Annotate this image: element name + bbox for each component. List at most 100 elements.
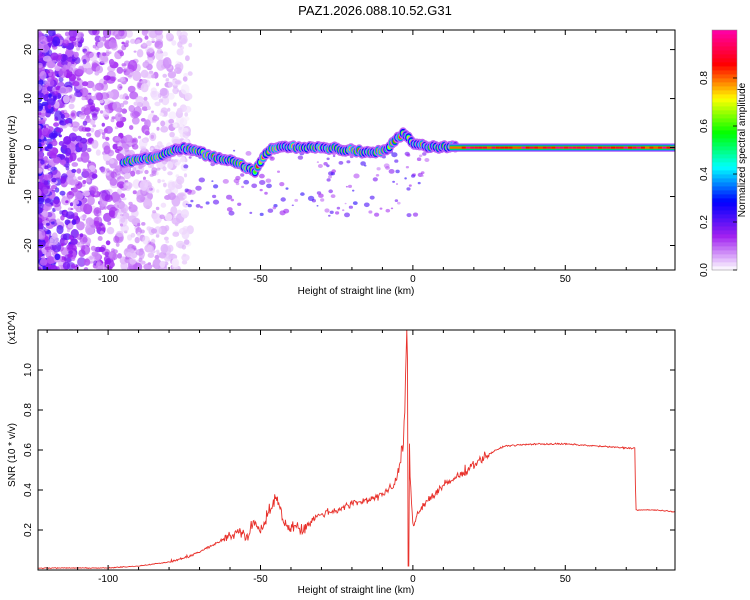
spectrogram-noise-cell bbox=[83, 258, 91, 266]
spectrogram-noise-cell bbox=[86, 80, 95, 89]
spectrogram-noise-cell bbox=[141, 30, 148, 36]
spectrogram-noise-cell bbox=[170, 206, 178, 216]
spectrogram-noise-cell bbox=[172, 159, 181, 166]
spectrogram-noise-cell bbox=[328, 175, 332, 179]
spectrogram-noise-cell bbox=[125, 95, 130, 100]
spectrogram-noise-cell bbox=[38, 119, 41, 126]
colorbar-segment bbox=[712, 122, 737, 127]
spectrogram-noise-cell bbox=[60, 176, 66, 184]
colorbar-segment bbox=[712, 222, 737, 227]
snr-y-tick-label: 0.8 bbox=[23, 403, 34, 417]
spectrogram-noise-cell bbox=[348, 205, 353, 209]
spectrogram-noise-cell bbox=[132, 139, 137, 143]
spectrogram-noise-cell bbox=[199, 206, 203, 209]
spectrogram-noise-cell bbox=[167, 71, 177, 79]
colorbar-segment bbox=[712, 62, 737, 67]
spectrogram-ridge-cell bbox=[598, 146, 603, 149]
spectrogram-noise-cell bbox=[40, 159, 45, 165]
colorbar-segment bbox=[712, 98, 737, 103]
spectrogram-noise-cell bbox=[123, 134, 133, 143]
spectrogram-noise-cell bbox=[91, 251, 99, 257]
spectrogram-noise-cell bbox=[60, 215, 65, 221]
spectrogram-noise-cell bbox=[51, 87, 56, 92]
spectrogram-noise-cell bbox=[346, 160, 351, 164]
spectrogram-noise-cell bbox=[98, 37, 104, 41]
spectrogram-noise-cell bbox=[421, 174, 424, 177]
spectrogram-noise-cell bbox=[82, 58, 87, 65]
spectrogram-x-label: Height of straight line (km) bbox=[298, 286, 415, 297]
spectrogram-noise-cell bbox=[49, 244, 58, 251]
spectrogram-ridge-cell bbox=[640, 146, 645, 149]
spectrogram-ridge-cell bbox=[487, 146, 492, 149]
spectrogram-noise-cell bbox=[128, 105, 135, 112]
spectrogram-noise-cell bbox=[135, 39, 141, 44]
chart-title: PAZ1.2026.088.10.52.G31 bbox=[298, 3, 452, 18]
spectrogram-noise-cell bbox=[183, 239, 190, 245]
spectrogram-noise-cell bbox=[180, 84, 190, 95]
spectrogram-ridge-cell bbox=[593, 146, 598, 149]
spectrogram-noise-cell bbox=[140, 260, 146, 265]
spectrogram-noise-cell bbox=[136, 49, 144, 58]
spectrogram-noise-cell bbox=[87, 196, 95, 206]
spectrogram-noise-cell bbox=[60, 114, 65, 120]
spectrogram-noise-cell bbox=[84, 223, 90, 227]
spectrogram-noise-cell bbox=[42, 55, 52, 62]
spectrogram-noise-cell bbox=[97, 128, 104, 134]
spectrogram-marks bbox=[38, 30, 675, 270]
spectrogram-noise-cell bbox=[150, 147, 154, 151]
spectrogram-noise-cell bbox=[150, 90, 161, 101]
spectrogram-noise-cell bbox=[116, 120, 124, 128]
spectrogram-noise-cell bbox=[152, 210, 157, 214]
spectrogram-noise-cell bbox=[95, 261, 104, 270]
spectrogram-noise-cell bbox=[265, 178, 272, 183]
colorbar-segment bbox=[712, 138, 737, 143]
spectrogram-noise-cell bbox=[336, 206, 341, 210]
spectrogram-noise-cell bbox=[60, 53, 67, 62]
spectrogram-ridge-cell bbox=[564, 146, 569, 149]
spectrogram-ridge-cell bbox=[619, 146, 624, 149]
spectrogram-noise-cell bbox=[125, 183, 130, 186]
colorbar-segment bbox=[712, 214, 737, 219]
spectrogram-noise-cell bbox=[129, 91, 139, 100]
spectrogram-noise-cell bbox=[143, 263, 153, 270]
spectrogram-noise-cell bbox=[316, 205, 319, 207]
spectrogram-noise-cell bbox=[53, 156, 61, 164]
snr-x-tick-label: -100 bbox=[98, 574, 118, 585]
spectrogram-noise-cell bbox=[404, 177, 407, 180]
spectrogram-noise-cell bbox=[147, 51, 151, 55]
spectrogram-noise-cell bbox=[182, 76, 188, 82]
spectrogram-noise-cell bbox=[115, 242, 120, 247]
spectrogram-noise-cell bbox=[83, 107, 91, 116]
spectrogram-noise-cell bbox=[82, 190, 91, 197]
spectrogram-noise-cell bbox=[101, 122, 106, 127]
spectrogram-noise-cell bbox=[46, 60, 56, 69]
spectrogram-noise-cell bbox=[300, 192, 305, 196]
spectrogram-noise-cell bbox=[422, 152, 427, 156]
spectrogram-noise-cell bbox=[41, 248, 47, 255]
spectrogram-noise-cell bbox=[87, 160, 91, 164]
spectrogram-noise-cell bbox=[59, 118, 68, 126]
spectrogram-noise-cell bbox=[73, 179, 79, 185]
spectrogram-ridge-cell bbox=[559, 146, 564, 149]
spectrogram-noise-cell bbox=[240, 173, 245, 177]
spectrogram-noise-cell bbox=[67, 194, 73, 200]
spectrogram-noise-cell bbox=[424, 158, 430, 162]
spectrogram-ridge-cell bbox=[576, 146, 581, 149]
spectrogram-noise-cell bbox=[121, 143, 127, 148]
spectrogram-noise-cell bbox=[83, 203, 93, 215]
spectrogram-ridge-cell bbox=[534, 146, 539, 149]
spectrogram-y-tick-label: 20 bbox=[23, 44, 34, 56]
spectrogram-noise-cell bbox=[259, 173, 265, 179]
spectrogram-noise-cell bbox=[150, 228, 158, 234]
spectrogram-noise-cell bbox=[89, 255, 94, 260]
spectrogram-noise-cell bbox=[104, 259, 112, 265]
spectrogram-noise-cell bbox=[105, 51, 110, 57]
spectrogram-noise-cell bbox=[158, 251, 167, 259]
spectrogram-y-label: Frequency (Hz) bbox=[7, 116, 18, 185]
spectrogram-noise-cell bbox=[184, 92, 193, 100]
spectrogram-ridge-cell bbox=[538, 146, 543, 149]
spectrogram-noise-cell bbox=[47, 211, 56, 222]
spectrogram-noise-cell bbox=[155, 234, 160, 238]
